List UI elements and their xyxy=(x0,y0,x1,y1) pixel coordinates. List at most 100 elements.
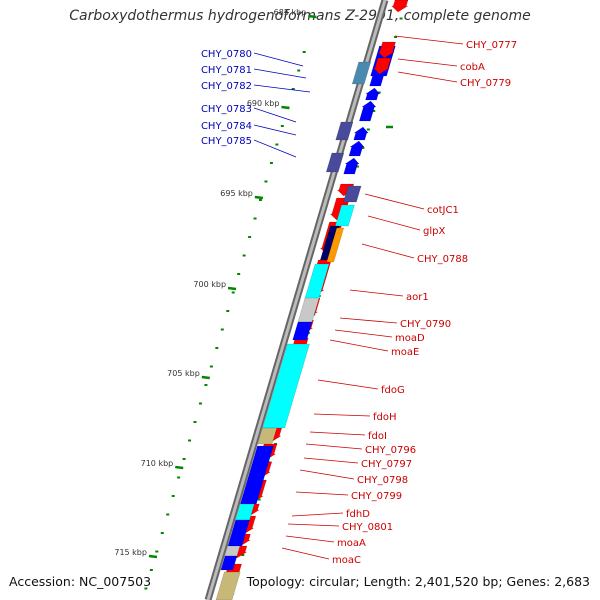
scale-tick xyxy=(308,14,317,19)
reverse-label-connector xyxy=(253,68,307,79)
forward-label-connector xyxy=(285,535,335,543)
reverse-gene-arrow xyxy=(358,100,377,122)
forward-gene-label: glpX xyxy=(423,226,445,237)
scale-label: 715 kbp xyxy=(114,548,147,557)
gene-box xyxy=(227,519,250,547)
scale-tick xyxy=(227,286,237,291)
forward-gene-label: moaA xyxy=(337,538,366,549)
reverse-gene-arrow xyxy=(353,126,369,141)
forward-gene-label: CHY_0797 xyxy=(361,459,412,470)
forward-label-connector xyxy=(364,193,425,210)
reverse-label-connector xyxy=(253,139,297,158)
scale-label: 685 kbp xyxy=(274,8,307,17)
forward-label-connector xyxy=(281,547,330,560)
gene-box xyxy=(220,555,238,571)
left-dotted-track xyxy=(144,51,306,590)
gene-box xyxy=(334,204,355,227)
reverse-gene-label: CHY_0785 xyxy=(201,136,252,147)
forward-gene-label: CHY_0779 xyxy=(460,78,511,89)
gene-box xyxy=(326,227,345,263)
forward-gene-label: moaC xyxy=(332,555,361,566)
forward-label-connector xyxy=(361,243,415,259)
reverse-gene-label: CHY_0781 xyxy=(201,65,252,76)
forward-label-connector xyxy=(334,329,393,338)
forward-gene-arrow xyxy=(377,41,396,59)
reverse-gene-label: CHY_0783 xyxy=(201,104,252,115)
reverse-gene-block xyxy=(325,152,345,173)
scale-ticks: 685 kbp 690 kbp 695 kbp 700 kbp 705 kbp 710 k… xyxy=(114,8,317,559)
reverse-label-connector xyxy=(253,84,311,93)
reverse-gene-label: CHY_0780 xyxy=(201,49,252,60)
gene-features xyxy=(215,0,409,600)
scale-label: 690 kbp xyxy=(247,99,280,108)
forward-label-connector xyxy=(303,457,359,464)
reverse-gene-arrow xyxy=(343,157,360,175)
scale-label: 700 kbp xyxy=(193,280,226,289)
forward-label-connector xyxy=(339,317,398,324)
forward-label-connector xyxy=(349,289,404,297)
forward-gene-arrow xyxy=(372,57,392,75)
reverse-gene-block xyxy=(351,61,372,85)
forward-gene-label: cotJC1 xyxy=(427,205,459,216)
accession-label: Accession: NC_007503 xyxy=(9,574,152,589)
forward-gene-label: CHY_0788 xyxy=(417,254,468,265)
gene-labels: CHY_0780 CHY_0781 CHY_0782 CHY_0783 CHY_0784… xyxy=(201,40,517,566)
forward-label-connector xyxy=(287,523,340,527)
gene-box xyxy=(292,321,313,341)
scale-tick xyxy=(175,465,184,470)
forward-label-connector xyxy=(317,379,379,390)
forward-label-connector xyxy=(295,491,349,496)
scale-label: 695 kbp xyxy=(220,189,253,198)
label-connectors xyxy=(253,35,464,560)
scale-tick xyxy=(281,105,290,110)
forward-label-connector xyxy=(305,443,363,450)
forward-gene-label: CHY_0796 xyxy=(365,445,416,456)
forward-label-connector xyxy=(309,431,366,436)
scale-tick xyxy=(201,375,210,380)
forward-gene-label: CHY_0801 xyxy=(342,522,393,533)
forward-label-connector xyxy=(299,469,355,480)
scale-tick xyxy=(148,554,158,559)
forward-gene-label: CHY_0790 xyxy=(400,319,451,330)
map-title: Carboxydothermus hydrogenoformans Z-2901… xyxy=(69,8,531,24)
forward-gene-label: moaE xyxy=(391,347,419,358)
forward-label-connector xyxy=(397,71,458,83)
forward-label-connector xyxy=(394,35,464,45)
gene-box xyxy=(343,185,362,203)
forward-label-connector xyxy=(291,512,344,517)
forward-gene-arrow xyxy=(391,0,409,13)
forward-gene-label: CHY_0798 xyxy=(357,475,408,486)
forward-gene-label: fdoG xyxy=(381,385,405,396)
forward-gene-label: fdoH xyxy=(373,412,397,423)
reverse-gene-arrow xyxy=(364,87,381,101)
gene-box xyxy=(215,571,241,600)
scale-label: 705 kbp xyxy=(167,369,200,378)
scale-label: 710 kbp xyxy=(141,459,174,468)
forward-label-connector xyxy=(367,215,421,231)
forward-label-connector xyxy=(397,58,458,67)
forward-label-connector xyxy=(313,413,371,417)
forward-gene-label: aor1 xyxy=(406,292,429,303)
gene-box xyxy=(239,445,274,505)
genome-backbone-highlight xyxy=(206,0,387,600)
reverse-gene-label: CHY_0782 xyxy=(201,81,252,92)
genome-summary: Topology: circular; Length: 2,401,520 bp… xyxy=(246,574,590,589)
reverse-label-connector xyxy=(253,124,297,136)
reverse-label-connector xyxy=(253,107,297,123)
forward-gene-label: cobA xyxy=(460,62,485,73)
forward-gene-label: CHY_0777 xyxy=(466,40,517,51)
reverse-label-connector xyxy=(253,52,304,67)
forward-label-connector xyxy=(329,339,389,352)
gene-box xyxy=(304,263,330,301)
gene-box xyxy=(262,343,310,429)
reverse-gene-block xyxy=(335,121,354,141)
gene-box xyxy=(257,427,278,445)
forward-gene-label: moaD xyxy=(395,333,425,344)
forward-gene-label: fdoI xyxy=(368,431,387,442)
reverse-gene-arrow xyxy=(348,140,365,157)
forward-gene-label: fdhD xyxy=(346,509,370,520)
reverse-gene-label: CHY_0784 xyxy=(201,121,252,132)
forward-gene-label: CHY_0799 xyxy=(351,491,402,502)
scale-tick xyxy=(254,195,264,200)
